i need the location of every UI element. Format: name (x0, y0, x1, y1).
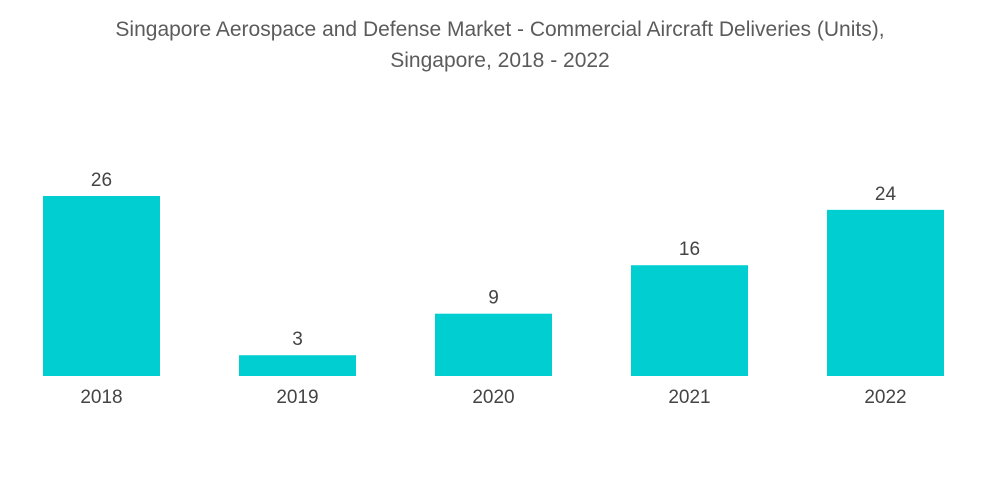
data-label-2018: 26 (91, 170, 112, 191)
bar-2021 (631, 265, 748, 376)
bar-2019 (239, 355, 356, 376)
x-tick-label-2018: 2018 (80, 387, 122, 408)
x-tick-label-2020: 2020 (472, 387, 514, 408)
data-label-2019: 3 (292, 329, 303, 350)
data-label-2020: 9 (488, 288, 499, 309)
bar-2018 (43, 196, 160, 376)
chart-subtitle: Singapore, 2018 - 2022 (390, 49, 610, 72)
bar-2020 (435, 313, 552, 376)
x-tick-label-2022: 2022 (864, 387, 906, 408)
chart-title-line1: Singapore Aerospace and Defense Market -… (115, 18, 885, 41)
chart-title: Singapore Aerospace and Defense Market -… (0, 14, 1000, 76)
x-tick-label-2019: 2019 (276, 387, 318, 408)
data-label-2021: 16 (679, 239, 700, 260)
bar-2022 (827, 209, 944, 376)
data-label-2022: 24 (875, 184, 897, 205)
x-tick-label-2021: 2021 (668, 387, 710, 408)
